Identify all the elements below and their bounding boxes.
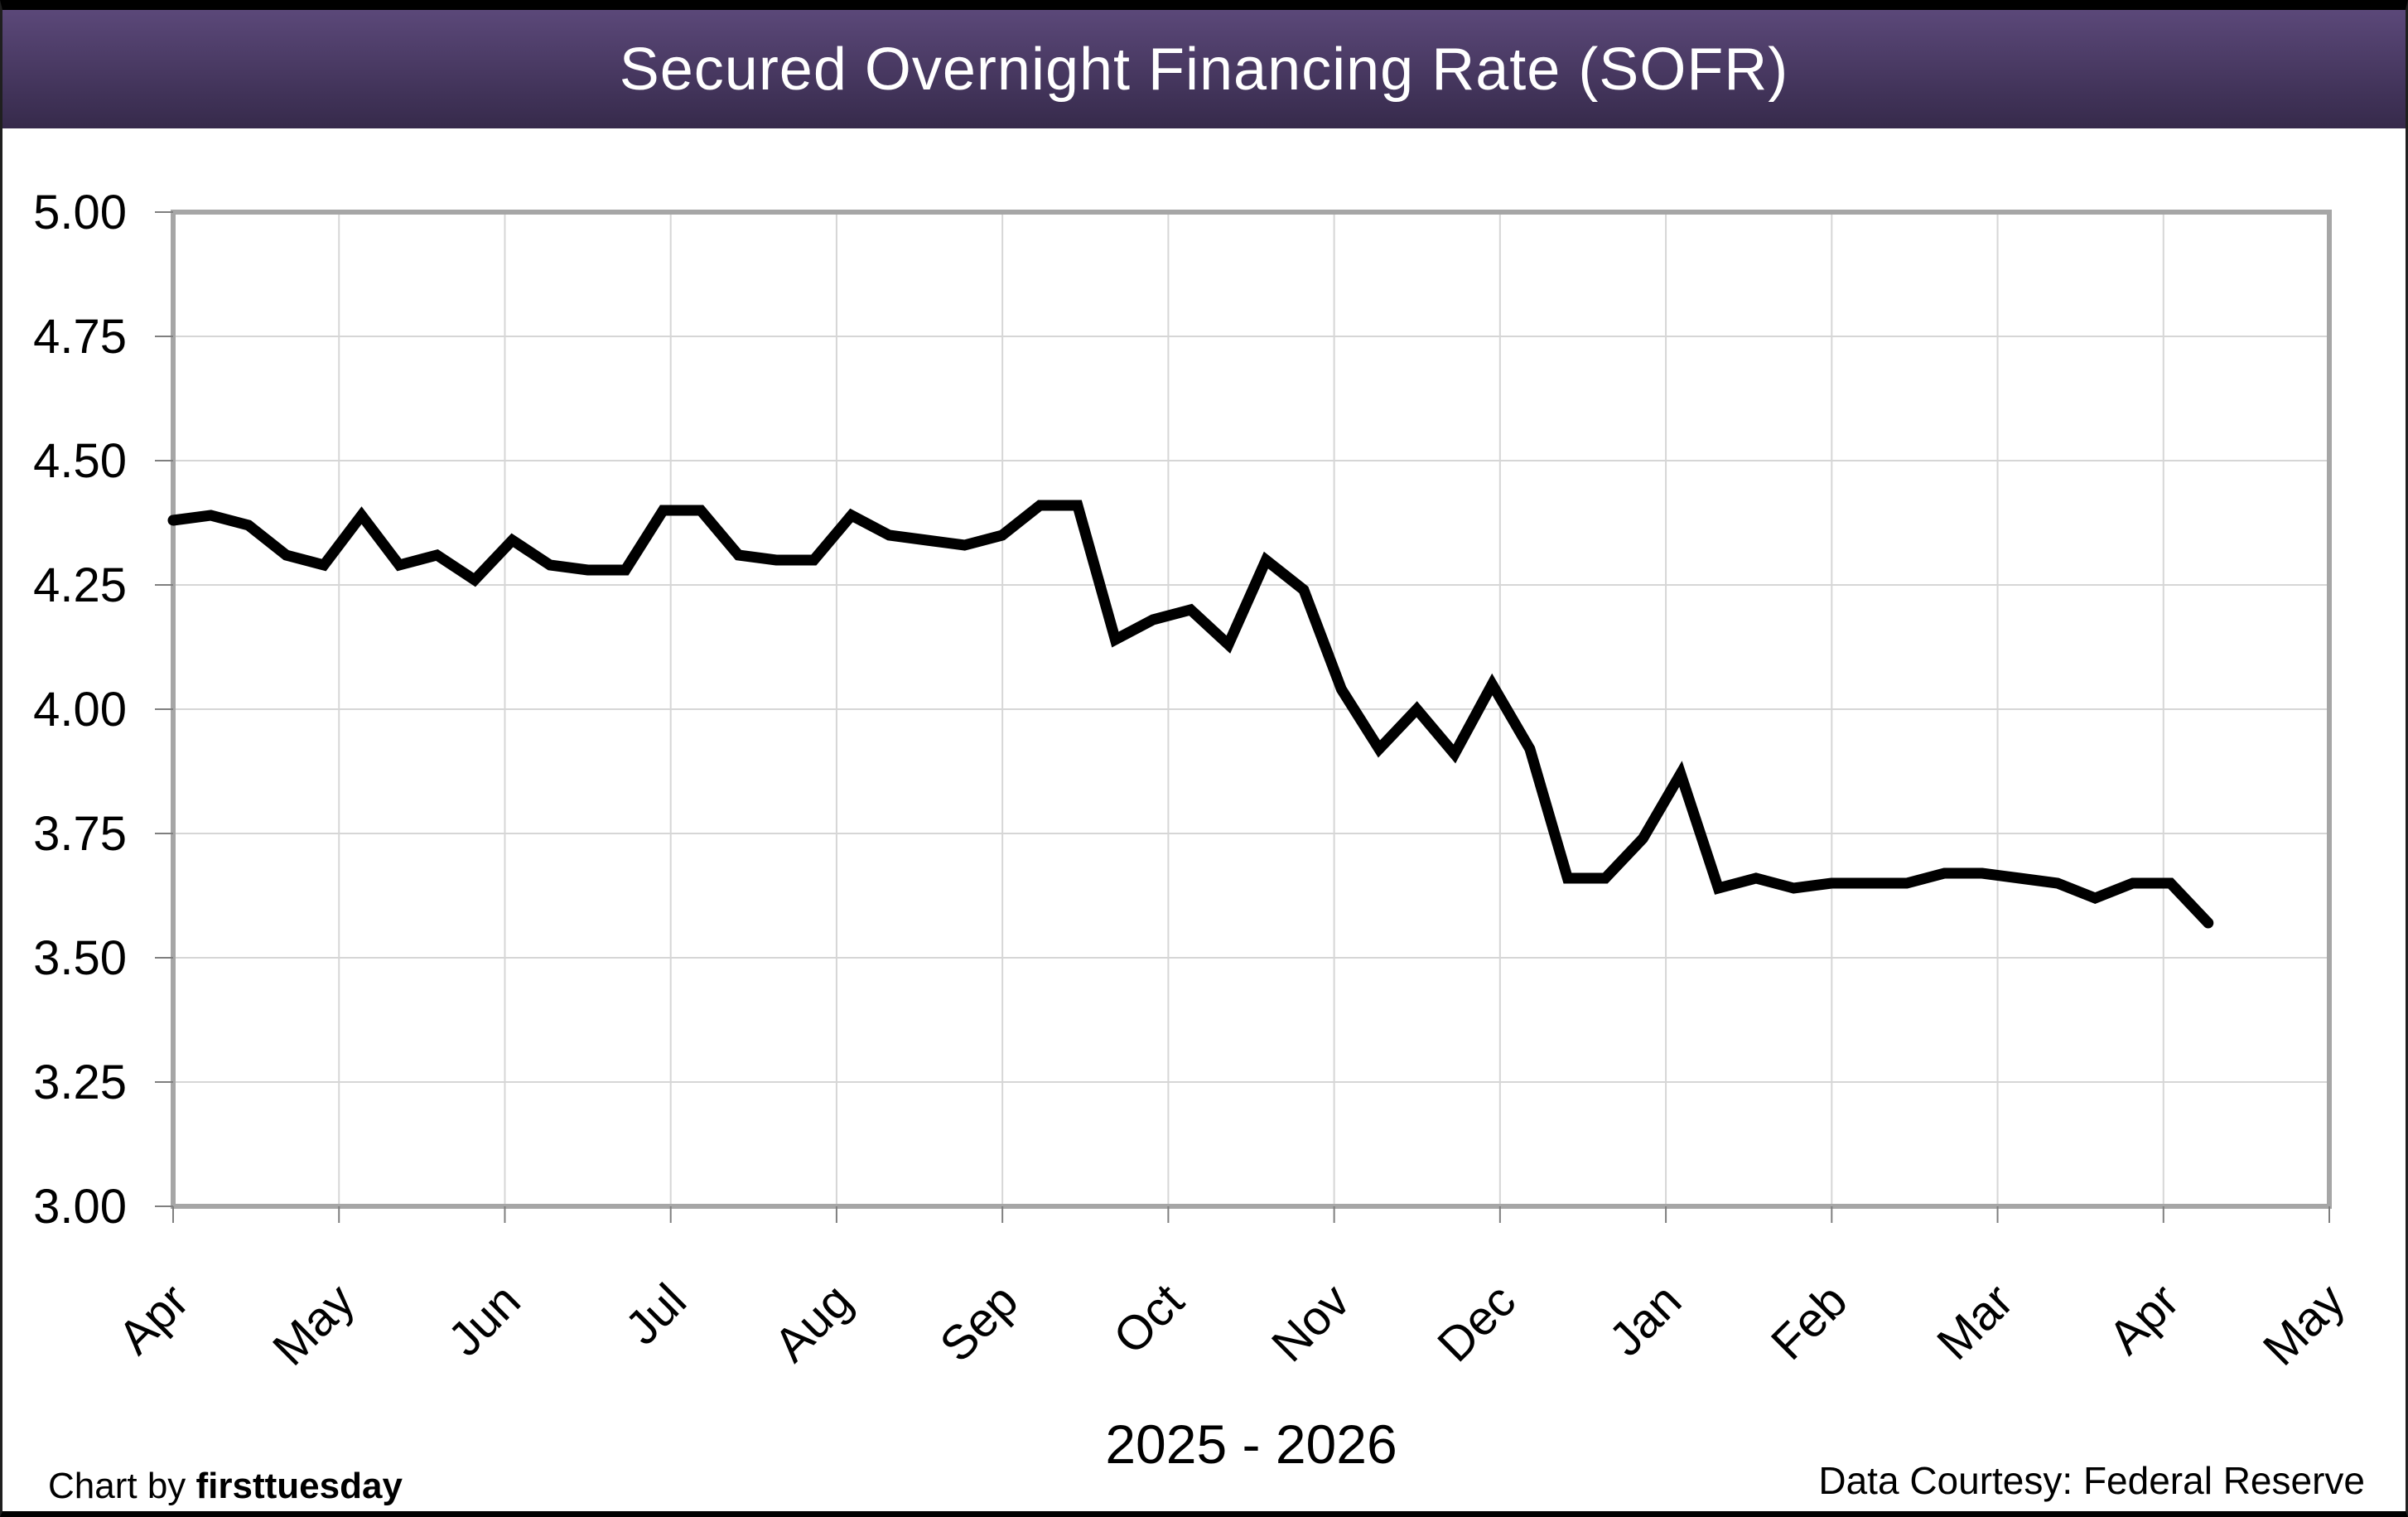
y-tick-label: 3.75	[33, 807, 127, 861]
x-tick-label: Jan	[1599, 1273, 1691, 1366]
x-tick-label: Aug	[764, 1273, 862, 1372]
y-tick-label: 4.00	[33, 683, 127, 737]
y-tick-label: 4.25	[33, 558, 127, 612]
sofr-line	[167, 500, 2214, 929]
chart-credit-prefix: Chart by	[48, 1466, 196, 1506]
y-tick-label: 4.50	[33, 434, 127, 488]
chart-canvas: 5.00 4.75 4.50 4.25 4.00 3.75 3.50 3.25 3.00 Apr M…	[33, 186, 2355, 1376]
x-tick-label: Dec	[1427, 1273, 1526, 1372]
x-tick-label: Apr	[108, 1273, 199, 1365]
x-tick-label: Apr	[2098, 1273, 2189, 1365]
x-axis-title: 2025 - 2026	[1105, 1413, 1397, 1475]
x-tick-label: Mar	[1927, 1273, 2024, 1370]
x-tick-label: Feb	[1761, 1273, 1858, 1370]
x-tick-label: Nov	[1262, 1273, 1360, 1372]
x-tick-label: May	[263, 1273, 364, 1375]
y-tick-label: 3.25	[33, 1056, 127, 1109]
chart-credit-brand: firsttuesday	[195, 1466, 403, 1506]
y-tick-label: 3.50	[33, 931, 127, 985]
x-tick-label: May	[2253, 1273, 2355, 1375]
y-tick-label: 3.00	[33, 1180, 127, 1234]
chart-credit: Chart by firsttuesday	[48, 1468, 403, 1505]
x-tick-label: Jun	[438, 1273, 531, 1366]
x-tick-label: Oct	[1103, 1273, 1194, 1365]
chart-title: Secured Overnight Financing Rate (SOFR)	[619, 36, 1789, 103]
data-courtesy: Data Courtesy: Federal Reserve	[1818, 1459, 2365, 1502]
title-bar: Secured Overnight Financing Rate (SOFR)	[2, 10, 2406, 128]
y-tick-label: 5.00	[33, 186, 127, 239]
x-tick-label: Sep	[929, 1273, 1028, 1372]
y-tick-label: 4.75	[33, 310, 127, 364]
x-tick-label: Jul	[615, 1273, 696, 1355]
